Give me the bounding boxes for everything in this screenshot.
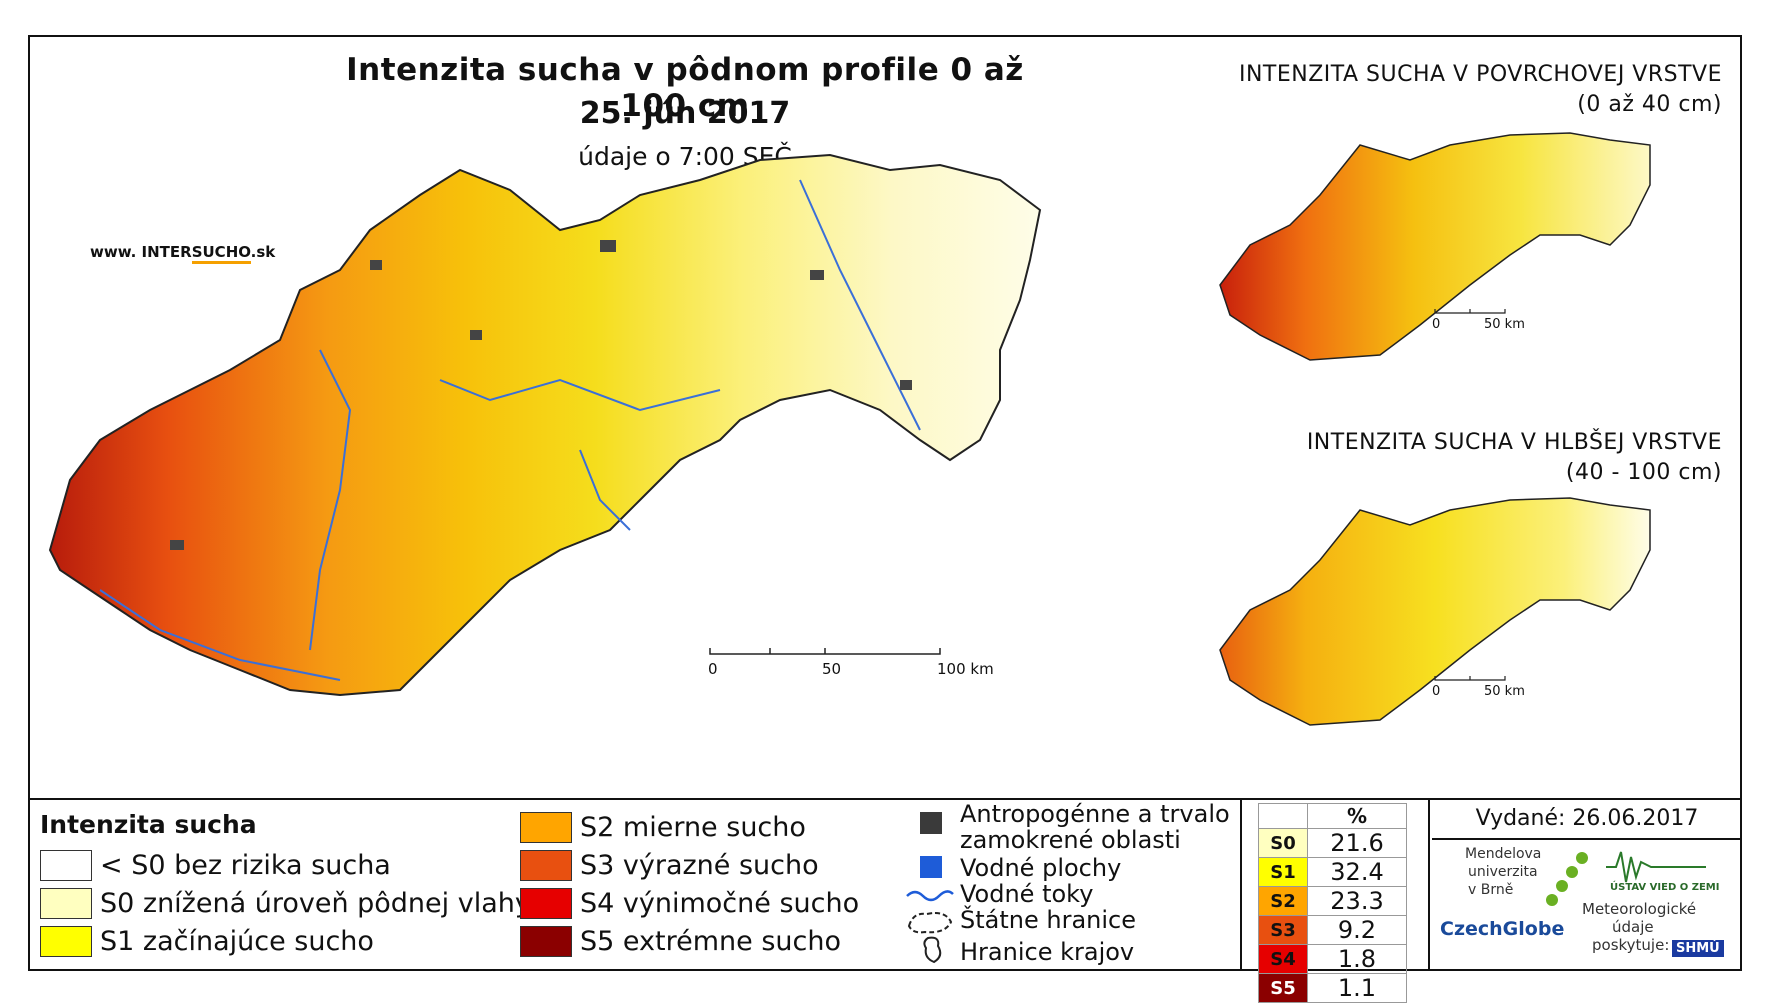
legend-class-s1: S1 začínajúce sucho: [40, 926, 374, 957]
meteo-line3: poskytuje:: [1592, 936, 1670, 954]
table-row: S4 1.8: [1258, 944, 1407, 974]
legend-class-s4: S4 výnimočné sucho: [520, 888, 859, 919]
ustav-logo-text: ÚSTAV VIED O ZEMI: [1610, 882, 1720, 893]
inset2-subtitle: (40 - 100 cm): [1565, 460, 1722, 485]
table-value: 32.4: [1307, 857, 1407, 887]
percent-table: % S0 21.6 S1 32.4 S2 23.3 S3 9.2 S4 1.8 …: [1258, 803, 1407, 1003]
rivers: [99, 179, 921, 681]
issued-date: Vydané: 26.06.2017: [1475, 806, 1699, 831]
legend-swatch: [520, 888, 572, 919]
meteo-line2: údaje: [1612, 918, 1654, 936]
table-code: S3: [1258, 915, 1308, 945]
table-row: S1 32.4: [1258, 857, 1407, 887]
region-border-symbol-icon: [923, 936, 942, 964]
legend-water-areas: Vodné plochy: [960, 854, 1122, 882]
logos-divider-left: [1428, 798, 1430, 971]
legend-title: Intenzita sucha: [40, 810, 257, 839]
shmu-logo: SHMÚ: [1672, 940, 1724, 957]
inset2-scale-0: 0: [1432, 684, 1441, 699]
legend-swatch: [40, 926, 92, 957]
main-map: [48, 153, 1042, 697]
table-value: 9.2: [1307, 915, 1407, 945]
table-value: 1.1: [1307, 973, 1407, 1003]
river-symbol-icon: [906, 890, 954, 902]
map-frame: [28, 35, 1742, 971]
table-header-code: [1258, 803, 1308, 829]
scale-label-50: 50: [822, 660, 842, 678]
legend-rivers: Vodné toky: [960, 880, 1094, 908]
mendel-line2: univerzita: [1468, 864, 1538, 880]
table-row: S3 9.2: [1258, 915, 1407, 945]
legend-class-s5: S5 extrémne sucho: [520, 926, 841, 957]
legend-class-none: < S0 bez rizika sucha: [40, 850, 391, 881]
legend-swatch: [520, 850, 572, 881]
legend-swatch: [40, 850, 92, 881]
table-value: 21.6: [1307, 828, 1407, 858]
table-code: S5: [1258, 973, 1308, 1003]
scale-label-100: 100 km: [937, 660, 994, 678]
legend-anthropogenic-2: zamokrené oblasti: [960, 826, 1181, 854]
table-row: S2 23.3: [1258, 886, 1407, 916]
issued-divider: [1432, 838, 1742, 840]
inset1-scale-0: 0: [1432, 317, 1441, 332]
anthropogenic-swatch: [920, 812, 942, 834]
table-header-row: %: [1258, 803, 1407, 829]
website-label: www. INTERSUCHO.sk: [90, 243, 275, 264]
legend-class-s3: S3 výrazné sucho: [520, 850, 819, 881]
inset1-subtitle: (0 až 40 cm): [1577, 92, 1722, 117]
mendel-logo-icon: [1546, 852, 1588, 906]
inset2-title: INTENZITA SUCHA V HLBŠEJ VRSTVE: [1306, 430, 1722, 455]
table-row: S0 21.6: [1258, 828, 1407, 858]
inset1-map: [1219, 132, 1651, 361]
table-code: S1: [1258, 857, 1308, 887]
table-code: S0: [1258, 828, 1308, 858]
border-symbol-icon: [907, 912, 953, 934]
table-row: S5 1.1: [1258, 973, 1407, 1003]
inset2-map: [1219, 497, 1651, 726]
inset2-scale-50: 50 km: [1484, 684, 1525, 699]
inset1-title: INTENZITA SUCHA V POVRCHOVEJ VRSTVE: [1238, 62, 1722, 87]
slovakia-territory: [48, 153, 1042, 697]
legend-swatch: [40, 888, 92, 919]
mendel-line3: v Brně: [1468, 882, 1514, 898]
legend-class-s2: S2 mierne sucho: [520, 812, 806, 843]
legend-swatch: [520, 812, 572, 843]
inset1-scale-50: 50 km: [1484, 317, 1525, 332]
ustav-logo-icon: [1606, 851, 1706, 883]
table-header-pct: %: [1307, 803, 1407, 829]
water-areas-swatch: [920, 856, 942, 878]
legend-swatch: [520, 926, 572, 957]
legend-anthropogenic-1: Antropogénne a trvalo: [960, 800, 1230, 828]
table-value: 1.8: [1307, 944, 1407, 974]
table-divider-left: [1240, 798, 1242, 971]
scale-label-0: 0: [708, 660, 718, 678]
map-date: 25. jún 2017: [579, 96, 791, 131]
map-title: Intenzita sucha v pôdnom profile 0 až 10…: [346, 52, 1024, 124]
table-code: S2: [1258, 886, 1308, 916]
legend-borders: Štátne hranice: [960, 906, 1136, 934]
meteo-line1: Meteorologické: [1582, 900, 1697, 918]
czechglobe-logo: CzechGlobe: [1440, 918, 1565, 940]
legend-class-s0: S0 znížená úroveň pôdnej vlahy: [40, 888, 531, 919]
table-value: 23.3: [1307, 886, 1407, 916]
legend-regions: Hranice krajov: [960, 938, 1135, 966]
inset1-scale-bar: [1434, 309, 1506, 314]
main-scale-bar: [709, 648, 941, 655]
legend-divider: [28, 798, 1742, 800]
anthropogenic-areas: [170, 240, 912, 550]
table-code: S4: [1258, 944, 1308, 974]
inset2-scale-bar: [1434, 676, 1506, 681]
mendel-line1: Mendelova: [1465, 846, 1542, 862]
